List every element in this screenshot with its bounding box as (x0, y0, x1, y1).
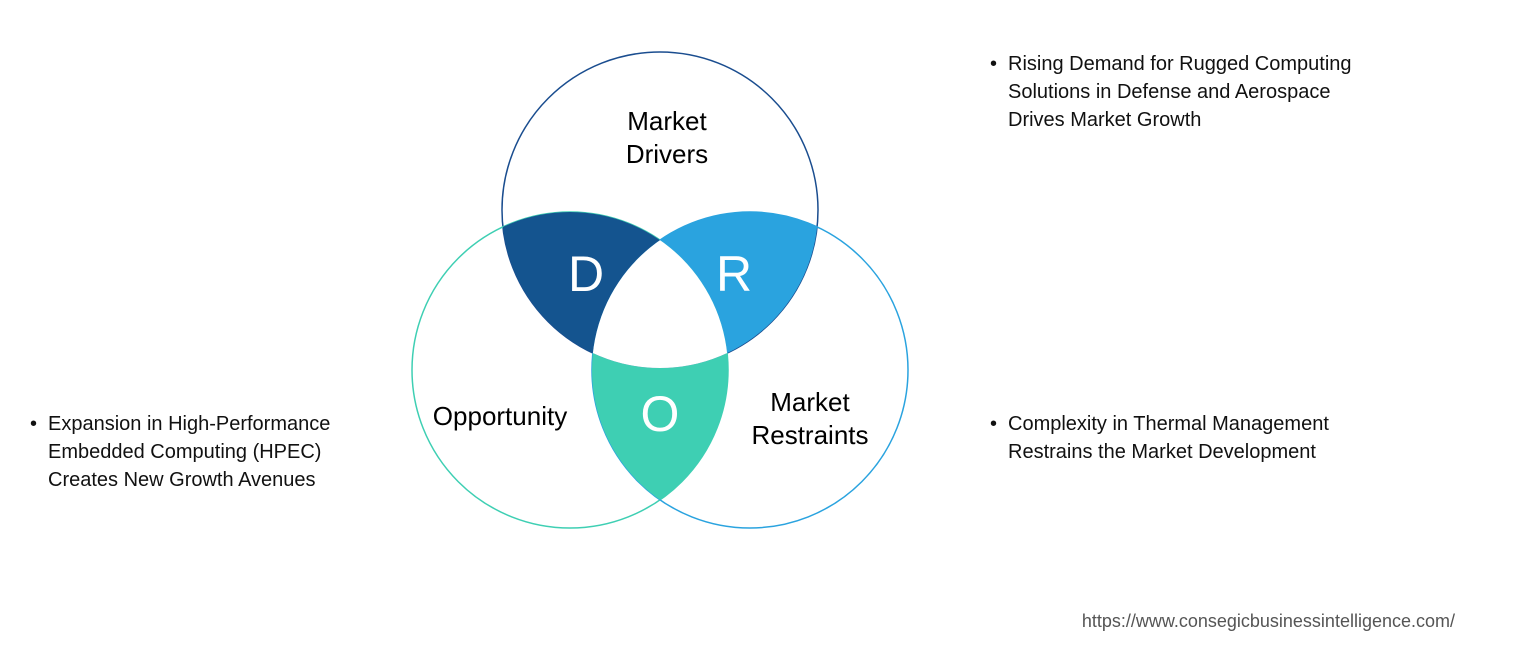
diagram-container: D R O MarketDrivers Opportunity MarketRe… (0, 0, 1515, 660)
venn-label-opportunity: Opportunity (415, 400, 585, 433)
bullet-drivers: Rising Demand for Rugged Computing Solut… (990, 50, 1390, 134)
venn-label-restraints: MarketRestraints (740, 386, 880, 451)
venn-label-drivers: MarketDrivers (607, 105, 727, 170)
bullet-drivers-text: Rising Demand for Rugged Computing Solut… (1008, 50, 1390, 134)
bullet-opportunity-text: Expansion in High-Performance Embedded C… (48, 410, 370, 494)
footer-url: https://www.consegicbusinessintelligence… (1082, 611, 1455, 632)
overlap-letter-r: R (716, 246, 752, 302)
bullet-restraints-text: Complexity in Thermal Management Restrai… (1008, 410, 1390, 466)
overlap-letter-o: O (641, 386, 680, 442)
bullet-restraints: Complexity in Thermal Management Restrai… (990, 410, 1390, 466)
overlap-letter-d: D (568, 246, 604, 302)
bullet-opportunity: Expansion in High-Performance Embedded C… (30, 410, 370, 494)
